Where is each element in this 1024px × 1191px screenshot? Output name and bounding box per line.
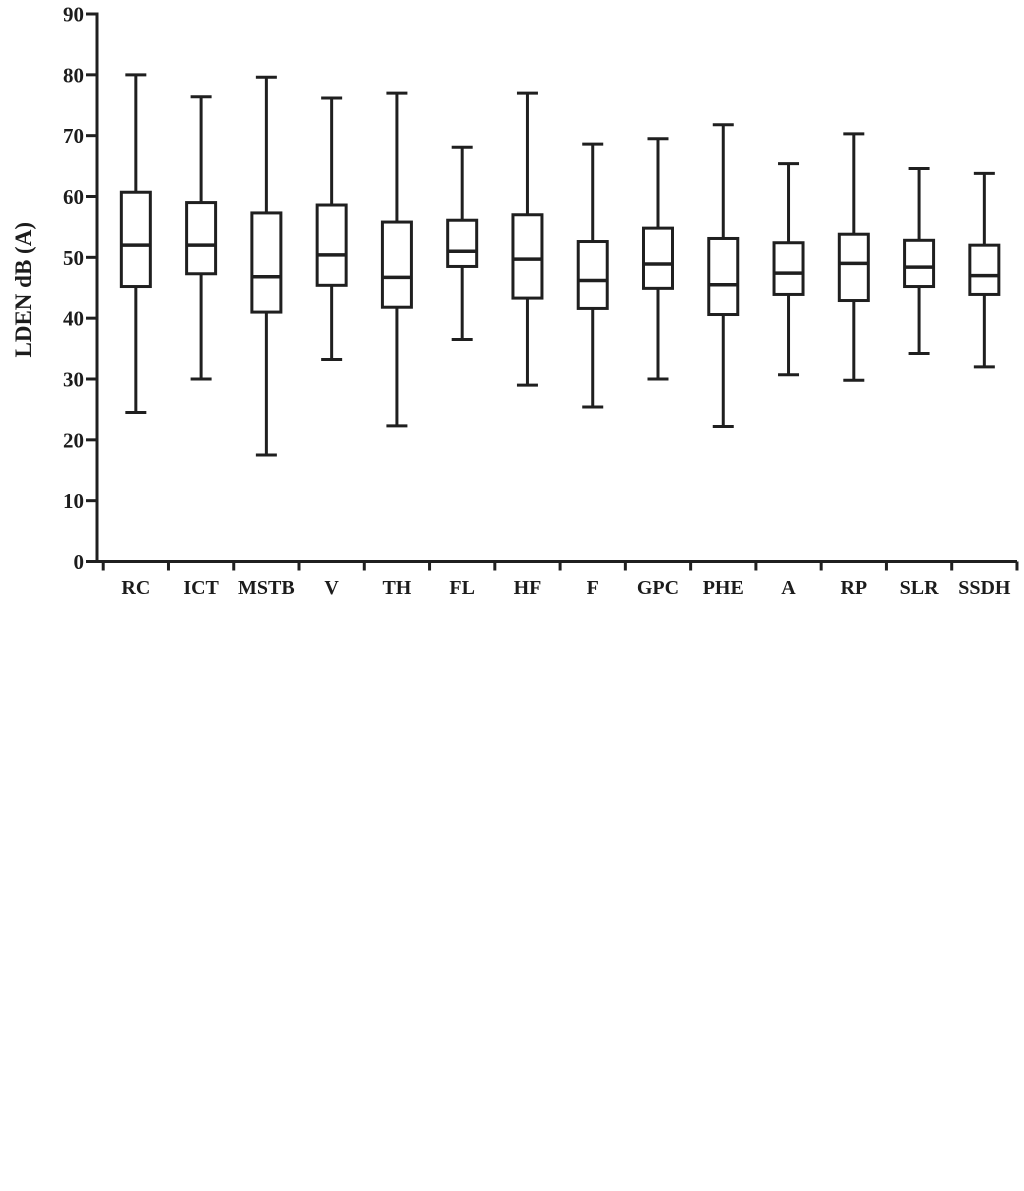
iqr-box	[446, 218, 479, 268]
iqr-box	[119, 190, 152, 289]
box-th	[380, 91, 413, 428]
iqr-box	[576, 240, 609, 310]
box-hf	[511, 91, 544, 387]
x-tick-label-rc: RC	[121, 577, 150, 599]
iqr-box	[968, 243, 1001, 296]
y-tick-label: 0	[74, 550, 85, 574]
y-tick-label: 90	[63, 3, 84, 27]
iqr-box	[707, 236, 740, 317]
box-a	[772, 162, 805, 377]
iqr-box	[250, 211, 283, 314]
y-tick-label: 80	[63, 63, 84, 87]
box-v	[315, 96, 348, 362]
box-rp	[837, 132, 870, 382]
y-tick-label: 30	[63, 368, 84, 392]
y-tick-label: 20	[63, 428, 84, 452]
x-tick-label-ssdh: SSDH	[958, 577, 1011, 599]
x-tick-label-fl: FL	[449, 577, 475, 599]
box-ict	[185, 95, 218, 381]
iqr-box	[380, 220, 413, 309]
box-rc	[119, 73, 152, 414]
x-tick-label-phe: PHE	[703, 577, 744, 599]
box-phe	[707, 123, 740, 428]
box-slr	[903, 167, 936, 355]
x-tick-label-th: TH	[382, 577, 411, 599]
iqr-box	[185, 201, 218, 276]
x-tick-label-a: A	[781, 577, 796, 599]
iqr-box	[772, 241, 805, 296]
iqr-box	[315, 203, 348, 287]
x-tick-label-mstb: MSTB	[238, 577, 295, 599]
box-gpc	[641, 137, 674, 381]
y-tick-label: 10	[63, 489, 84, 513]
box-ssdh	[968, 171, 1001, 369]
x-tick-label-rp: RP	[840, 577, 867, 599]
y-tick-label: 40	[63, 307, 84, 331]
x-tick-label-gpc: GPC	[637, 577, 679, 599]
box-mstb	[250, 75, 283, 457]
y-axis-title: LDEN dB (A)	[11, 222, 36, 357]
x-tick-label-slr: SLR	[900, 577, 939, 599]
x-tick-label-ict: ICT	[183, 577, 219, 599]
iqr-box	[641, 226, 674, 290]
iqr-box	[903, 238, 936, 289]
y-tick-label: 50	[63, 246, 84, 270]
iqr-box	[837, 232, 870, 303]
box-f	[576, 142, 609, 409]
x-tick-label-f: F	[587, 577, 599, 599]
iqr-box	[511, 213, 544, 300]
y-tick-label: 60	[63, 185, 84, 209]
x-tick-label-hf: HF	[514, 577, 542, 599]
x-tick-label-v: V	[324, 577, 339, 599]
box-fl	[446, 145, 479, 341]
y-tick-label: 70	[63, 124, 84, 148]
